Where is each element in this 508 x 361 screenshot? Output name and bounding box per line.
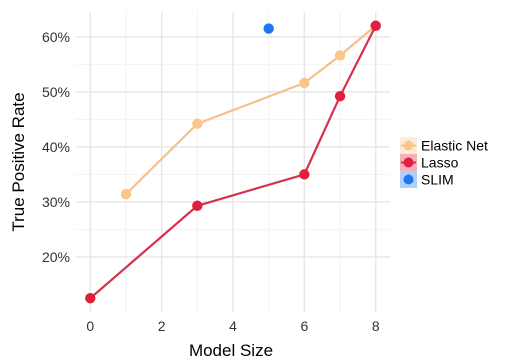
x-tick-label: 6 (300, 318, 308, 334)
legend-item-elastic-net: Elastic Net (400, 137, 488, 154)
y-tick-label: 20% (42, 249, 70, 265)
legend-label-elastic-net: Elastic Net (421, 138, 488, 154)
legend-marker-elastic-net (403, 140, 414, 151)
x-axis-title: Model Size (189, 341, 273, 360)
data-point-lasso (299, 169, 310, 180)
series-slim (263, 23, 274, 34)
data-point-elastic-net (299, 77, 310, 89)
legend-label-slim: SLIM (421, 172, 454, 188)
y-axis-title: True Positive Rate (9, 92, 28, 231)
x-tick-label: 0 (86, 318, 94, 334)
legend-label-lasso: Lasso (421, 155, 459, 171)
x-tick-label: 4 (229, 318, 237, 334)
data-point-lasso (192, 200, 203, 211)
y-tick-label: 30% (42, 194, 70, 210)
series-layer (85, 20, 381, 304)
data-point-lasso (85, 293, 96, 304)
y-axis-ticks: 20% 30% 40% 50% 60% (42, 29, 70, 265)
data-point-lasso (370, 20, 381, 31)
data-point-lasso (334, 91, 346, 102)
x-axis-ticks: 0 2 4 6 8 (86, 318, 379, 334)
legend-item-slim: SLIM (400, 171, 454, 188)
data-point-elastic-net (192, 118, 203, 129)
x-tick-label: 2 (158, 318, 166, 334)
y-tick-label: 60% (42, 29, 70, 45)
y-tick-label: 40% (42, 139, 70, 155)
y-tick-label: 50% (42, 84, 70, 100)
legend-marker-slim (403, 174, 414, 185)
legend-marker-lasso (403, 157, 414, 168)
series-lasso (85, 20, 381, 304)
x-tick-label: 8 (372, 318, 380, 334)
data-point-elastic-net (334, 50, 346, 61)
data-point-elastic-net (120, 189, 132, 200)
data-point-slim (263, 23, 274, 34)
grid (76, 12, 390, 312)
legend-item-lasso: Lasso (400, 154, 459, 171)
